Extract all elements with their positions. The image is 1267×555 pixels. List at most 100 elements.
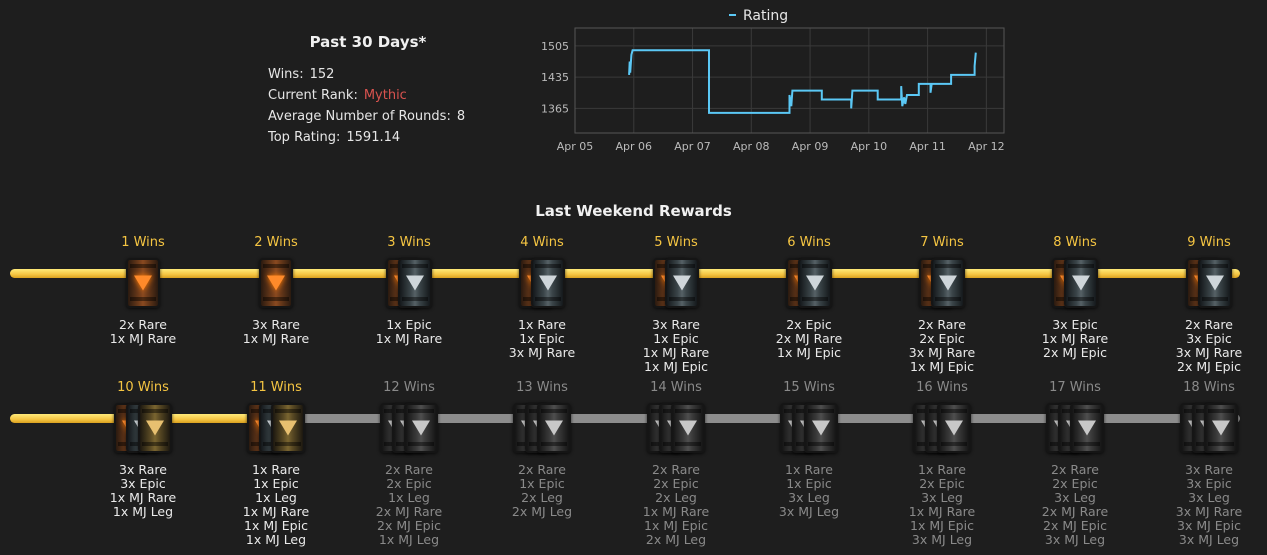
triangle-emblem-icon xyxy=(1212,420,1230,436)
reward-tier-9[interactable]: 9 Wins 2x Rare 3x Epic 3x MJ Rare 2x MJ Epic xyxy=(1149,234,1267,374)
chart-legend[interactable]: Rating xyxy=(729,8,788,24)
reward-line: 2x Rare xyxy=(518,462,566,477)
triangle-emblem-icon xyxy=(146,420,164,436)
reward-line: 2x Rare xyxy=(385,462,433,477)
reward-tier-13[interactable]: 13 Wins 2x Rare 1x Epic 2x Leg 2x MJ Leg xyxy=(482,379,602,519)
reward-line: 2x Rare xyxy=(1051,462,1099,477)
chest-group xyxy=(513,403,571,455)
chest-group xyxy=(786,258,832,310)
reward-tier-8[interactable]: 8 Wins 3x Epic 1x MJ Rare 2x MJ Epic xyxy=(1015,234,1135,360)
reward-tier-5[interactable]: 5 Wins 3x Rare 1x Epic 1x MJ Rare 1x MJ Epic xyxy=(616,234,736,374)
x-tick-label: Apr 07 xyxy=(674,140,711,153)
triangle-emblem-icon xyxy=(134,275,152,291)
chest-group xyxy=(913,403,971,455)
reward-line: 2x Rare xyxy=(918,317,966,332)
x-axis-ticks: Apr 05 Apr 06 Apr 07 Apr 08 Apr 09 Apr 10 Apr … xyxy=(557,140,1005,153)
reward-line: 3x Rare xyxy=(1185,462,1233,477)
x-tick-label: Apr 12 xyxy=(968,140,1005,153)
reward-tier-16[interactable]: 16 Wins 1x Rare 2x Epic 3x Leg 1x MJ Rare 1x … xyxy=(882,379,1002,547)
stat-rounds-value: 8 xyxy=(456,109,466,124)
reward-line: 3x MJ Leg xyxy=(778,504,840,519)
epic-chest-icon xyxy=(931,258,965,308)
reward-line: 2x Epic xyxy=(786,317,832,332)
reward-tier-7[interactable]: 7 Wins 2x Rare 2x Epic 3x MJ Rare 1x MJ Epic xyxy=(882,234,1002,374)
tier-wins-label: 17 Wins xyxy=(1049,380,1101,395)
tier-reward-list: 2x Rare 2x Epic 2x Leg 1x MJ Rare 1x MJ Epic… xyxy=(616,463,736,547)
reward-tier-11[interactable]: 11 Wins 1x Rare 1x Epic 1x Leg 1x MJ Rare 1x … xyxy=(216,379,336,547)
x-tick-label: Apr 11 xyxy=(909,140,946,153)
reward-tier-15[interactable]: 15 Wins 1x Rare 1x Epic 3x Leg 3x MJ Leg xyxy=(749,379,869,519)
tier-wins-label: 11 Wins xyxy=(250,380,302,395)
tier-wins-label: 16 Wins xyxy=(916,380,968,395)
progress-track-row1 xyxy=(10,269,1240,278)
chest-group xyxy=(919,258,965,310)
triangle-emblem-icon xyxy=(406,275,424,291)
tier-reward-list: 3x Rare 3x Epic 3x Leg 3x MJ Rare 3x MJ Epic… xyxy=(1149,463,1267,547)
epic-chest-icon xyxy=(1064,258,1098,308)
reward-line: 2x MJ Epic xyxy=(1043,518,1107,533)
rare-chest-icon xyxy=(259,258,293,308)
chest-group xyxy=(647,403,705,455)
reward-line: 1x Rare xyxy=(785,462,833,477)
reward-line: 3x Epic xyxy=(1186,476,1232,491)
stat-rank-label: Current Rank: xyxy=(268,88,358,103)
reward-line: 1x Epic xyxy=(386,317,432,332)
reward-line: 3x MJ Rare xyxy=(508,345,576,360)
stat-top-rating: Top Rating: 1591.14 xyxy=(268,130,400,145)
reward-line: 2x MJ Leg xyxy=(511,504,573,519)
reward-tier-17[interactable]: 17 Wins 2x Rare 2x Epic 3x Leg 2x MJ Rare 2x … xyxy=(1015,379,1135,547)
tier-reward-list: 1x Rare 1x Epic 3x MJ Rare xyxy=(482,318,602,360)
reward-tier-2[interactable]: 2 Wins 3x Rare 1x MJ Rare xyxy=(216,234,336,346)
reward-line: 2x Leg xyxy=(521,490,563,505)
reward-line: 2x Rare xyxy=(119,317,167,332)
reward-line: 1x MJ Epic xyxy=(244,518,308,533)
epic-chest-icon xyxy=(1198,258,1232,308)
reward-tier-3[interactable]: 3 Wins 1x Epic 1x MJ Rare xyxy=(349,234,469,346)
stat-top-rating-label: Top Rating: xyxy=(268,130,341,145)
x-tick-label: Apr 08 xyxy=(733,140,770,153)
reward-tier-1[interactable]: 1 Wins 2x Rare 1x MJ Rare xyxy=(83,234,203,346)
reward-line: 3x MJ Epic xyxy=(1177,518,1241,533)
reward-line: 3x Leg xyxy=(921,490,963,505)
reward-line: 1x MJ Epic xyxy=(910,359,974,374)
reward-line: 1x MJ Rare xyxy=(642,504,710,519)
reward-line: 2x MJ Rare xyxy=(375,504,443,519)
reward-line: 1x Leg xyxy=(388,490,430,505)
reward-tier-4[interactable]: 4 Wins 1x Rare 1x Epic 3x MJ Rare xyxy=(482,234,602,360)
triangle-emblem-icon xyxy=(679,420,697,436)
reward-tier-10[interactable]: 10 Wins 3x Rare 3x Epic 1x MJ Rare 1x MJ Leg xyxy=(83,379,203,519)
tier-reward-list: 3x Epic 1x MJ Rare 2x MJ Epic xyxy=(1015,318,1135,360)
locked-chest-icon xyxy=(937,403,971,453)
reward-line: 2x MJ Epic xyxy=(1177,359,1241,374)
reward-line: 1x Epic xyxy=(519,331,565,346)
reward-tier-18[interactable]: 18 Wins 3x Rare 3x Epic 3x Leg 3x MJ Rare 3x … xyxy=(1149,379,1267,547)
reward-line: 2x MJ Rare xyxy=(775,331,843,346)
locked-chest-icon xyxy=(404,403,438,453)
reward-line: 3x MJ Rare xyxy=(1175,345,1243,360)
triangle-emblem-icon xyxy=(945,420,963,436)
reward-tier-6[interactable]: 6 Wins 2x Epic 2x MJ Rare 1x MJ Epic xyxy=(749,234,869,360)
y-tick-label: 1365 xyxy=(541,102,569,115)
x-tick-label: Apr 05 xyxy=(557,140,594,153)
tier-reward-list: 2x Rare 3x Epic 3x MJ Rare 2x MJ Epic xyxy=(1149,318,1267,374)
reward-line: 1x MJ Leg xyxy=(112,504,174,519)
reward-line: 1x MJ Rare xyxy=(908,504,976,519)
reward-tier-12[interactable]: 12 Wins 2x Rare 2x Epic 1x Leg 2x MJ Rare 2x … xyxy=(349,379,469,547)
y-tick-label: 1505 xyxy=(541,40,569,53)
epic-chest-icon xyxy=(798,258,832,308)
reward-line: 1x Epic xyxy=(653,331,699,346)
reward-line: 1x Rare xyxy=(252,462,300,477)
reward-line: 1x MJ Epic xyxy=(777,345,841,360)
tier-reward-list: 3x Rare 1x MJ Rare xyxy=(216,318,336,346)
reward-line: 2x MJ Rare xyxy=(1041,504,1109,519)
reward-line: 3x MJ Leg xyxy=(1044,532,1106,547)
tier-reward-list: 1x Rare 1x Epic 3x Leg 3x MJ Leg xyxy=(749,463,869,519)
reward-line: 2x Rare xyxy=(652,462,700,477)
leg-chest-icon xyxy=(138,403,172,453)
progress-track-row2-remaining xyxy=(276,414,1240,423)
tier-wins-label: 15 Wins xyxy=(783,380,835,395)
reward-tier-14[interactable]: 14 Wins 2x Rare 2x Epic 2x Leg 1x MJ Rare 1x … xyxy=(616,379,736,547)
tier-reward-list: 2x Rare 2x Epic 3x Leg 2x MJ Rare 2x MJ Epic… xyxy=(1015,463,1135,547)
tier-wins-label: 13 Wins xyxy=(516,380,568,395)
